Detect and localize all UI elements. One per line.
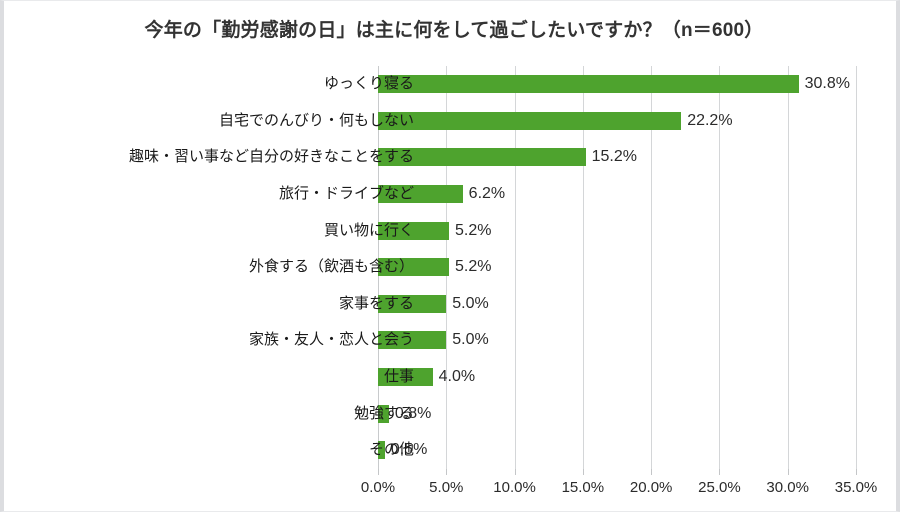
category-label: 勉強する bbox=[353, 404, 414, 422]
gridline-15.0% bbox=[582, 66, 584, 469]
category-label: 趣味・習い事など自分の好きなことをする bbox=[128, 148, 414, 166]
bar-value-label: 5.2% bbox=[455, 258, 492, 276]
bar[interactable] bbox=[378, 258, 450, 277]
bar-row[interactable]: 0.5% bbox=[378, 432, 856, 468]
tickmark-25.0% bbox=[719, 469, 721, 475]
bar-value-label: 4.0% bbox=[438, 368, 476, 386]
bar[interactable] bbox=[378, 75, 799, 93]
bar-value-label: 0.5% bbox=[390, 441, 428, 459]
category-label: 自宅でのんびり・何もしない bbox=[218, 111, 414, 129]
bar[interactable] bbox=[378, 184, 463, 203]
bar[interactable] bbox=[378, 441, 385, 460]
category-label: 外食する（飲酒も含む） bbox=[248, 258, 414, 276]
gridline-30.0% bbox=[787, 66, 789, 469]
tickmark-15.0% bbox=[582, 469, 584, 475]
tickmark-0.0% bbox=[378, 469, 379, 475]
category-label: 家事をする bbox=[338, 294, 414, 312]
x-tick-label: 35.0% bbox=[834, 479, 878, 496]
bar[interactable] bbox=[378, 331, 447, 350]
bar-row[interactable]: 0.8% bbox=[378, 396, 856, 432]
bar-value-label: 5.0% bbox=[452, 294, 489, 312]
bar-row[interactable]: 30.8% bbox=[378, 66, 856, 102]
tickmark-10.0% bbox=[514, 469, 516, 475]
bar[interactable] bbox=[378, 294, 447, 313]
bar-value-label: 5.0% bbox=[452, 331, 489, 349]
bar-row[interactable]: 5.0% bbox=[378, 322, 856, 358]
tickmark-20.0% bbox=[651, 469, 653, 475]
chart-title: 今年の「勤労感謝の日」は主に何をして過ごしたいですか？（n＝600） bbox=[144, 20, 764, 41]
gridline-20.0% bbox=[651, 66, 653, 469]
bar[interactable] bbox=[378, 368, 433, 387]
gridline-10.0% bbox=[514, 66, 516, 469]
bar-value-label: 6.2% bbox=[468, 184, 506, 202]
x-tick-label: 20.0% bbox=[629, 479, 673, 496]
bar-row[interactable]: 4.0% bbox=[378, 359, 856, 395]
plot-area: 30.8% 22.2% 15.2% 6.2% 5.2% 5.2% 5.0% 5.0% 4.0% 0… bbox=[378, 66, 857, 475]
bar[interactable] bbox=[378, 148, 586, 167]
bar[interactable] bbox=[378, 221, 450, 240]
category-label: 家族・友人・恋人と会う bbox=[248, 331, 414, 349]
tickmark-5.0% bbox=[446, 469, 448, 475]
bar-row[interactable]: 22.2% bbox=[378, 103, 856, 139]
gridline-25.0% bbox=[719, 66, 721, 469]
bar-row[interactable]: 5.0% bbox=[378, 286, 856, 322]
bar[interactable] bbox=[378, 404, 389, 423]
category-label: ゆっくり寝る bbox=[323, 75, 414, 92]
x-tick-label: 15.0% bbox=[561, 479, 605, 496]
x-tick-label: 5.0% bbox=[429, 479, 464, 496]
bar-row[interactable]: 15.2% bbox=[378, 139, 856, 175]
tickmark-35.0% bbox=[856, 469, 857, 475]
bar-value-label: 30.8% bbox=[804, 75, 850, 92]
bar-value-label: 15.2% bbox=[591, 148, 637, 166]
bar-value-label: 22.2% bbox=[687, 111, 733, 129]
bar-value-label: 0.8% bbox=[394, 404, 432, 422]
x-tick-label: 30.0% bbox=[766, 479, 809, 496]
category-label: 仕事 bbox=[383, 368, 414, 386]
bar-row[interactable]: 6.2% bbox=[378, 176, 856, 212]
bar[interactable] bbox=[378, 111, 682, 130]
x-tick-label: 25.0% bbox=[698, 479, 741, 496]
x-tick-label: 10.0% bbox=[493, 479, 536, 496]
category-label: その他 bbox=[368, 441, 414, 459]
category-label: 買い物に行く bbox=[323, 221, 414, 239]
bar-row[interactable]: 5.2% bbox=[378, 249, 856, 285]
gridline-35.0% bbox=[856, 66, 857, 469]
category-label: 旅行・ドライブなど bbox=[278, 184, 414, 202]
tickmark-30.0% bbox=[787, 469, 789, 475]
x-tick-label: 0.0% bbox=[360, 479, 396, 496]
bar-value-label: 5.2% bbox=[455, 221, 492, 239]
bar-row[interactable]: 5.2% bbox=[378, 213, 856, 249]
